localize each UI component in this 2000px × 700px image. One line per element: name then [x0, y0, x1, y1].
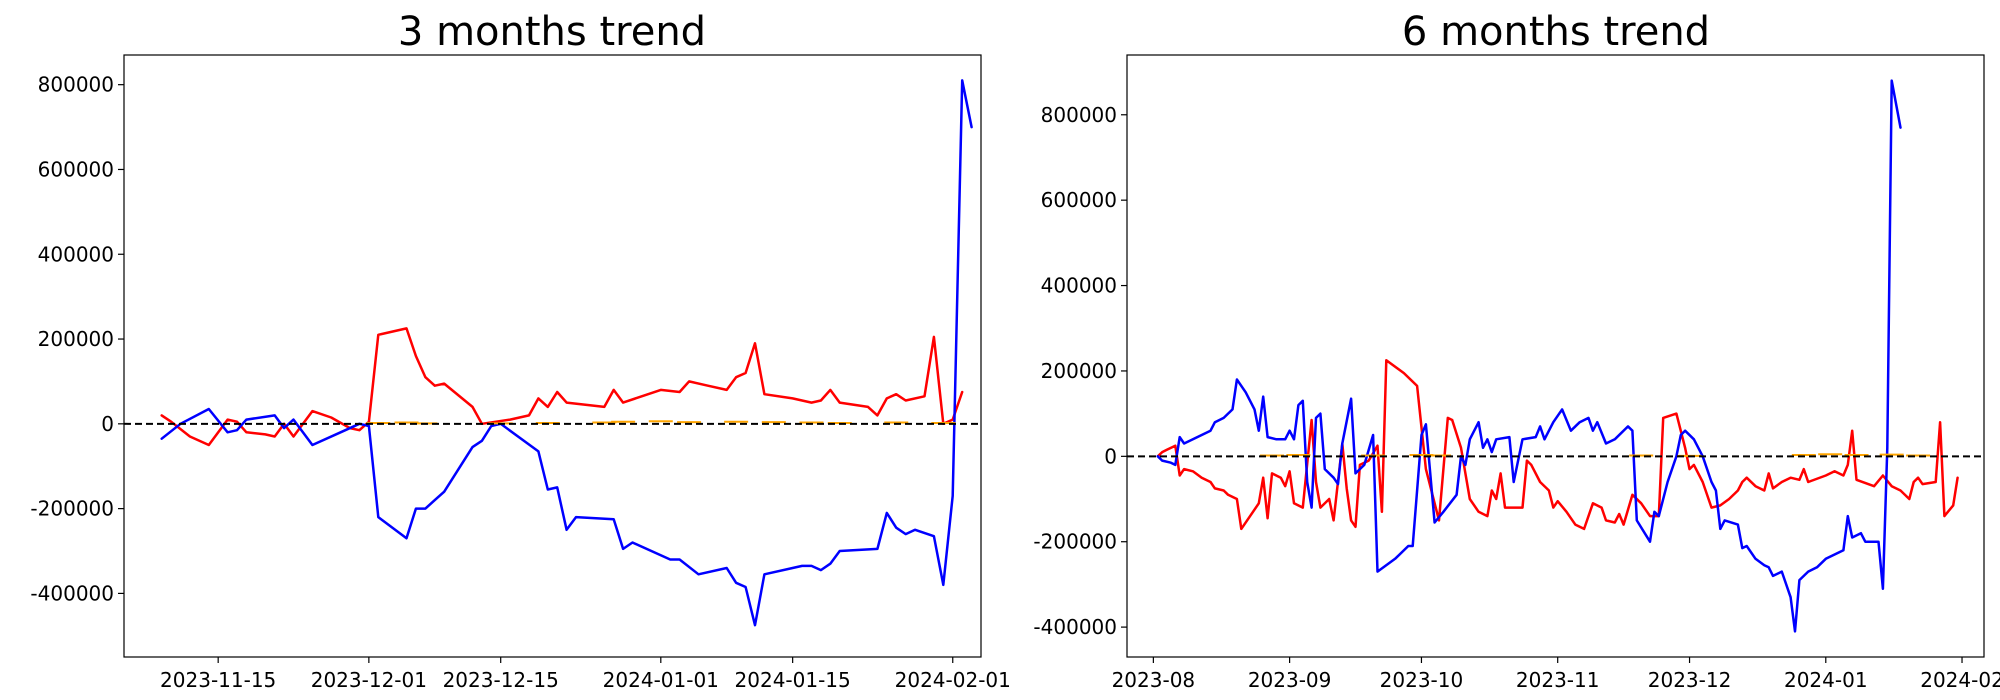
y-tick-label: 0 [101, 412, 114, 436]
plot-area-6-months: -400000 -200000 0 200000 400000 600000 800000 2… [1033, 54, 2000, 692]
x-tick-label: 2023-12-01 [311, 668, 427, 692]
series-blue-line [1156, 79, 1902, 633]
y-tick-label: 400000 [1041, 274, 1117, 298]
x-tick-label: 2023-08 [1112, 668, 1196, 692]
chart-panel-3-months: 3 months trend -400000 -200000 0 200000 4000… [30, 9, 1010, 692]
x-tick-label: 2024-01 [1784, 668, 1868, 692]
chart-title-3-months: 3 months trend [398, 9, 706, 55]
series-red-line [160, 327, 964, 447]
x-tick-label: 2024-02 [1920, 668, 2000, 692]
plot-frame [123, 54, 982, 658]
y-tick-label: -200000 [1033, 530, 1117, 554]
y-tick-label: -200000 [30, 497, 114, 521]
y-tick-label: 600000 [38, 157, 114, 181]
plot-area-3-months: -400000 -200000 0 200000 400000 600000 800000 2… [30, 54, 1011, 692]
chart-panel-6-months: 6 months trend -400000 -200000 0 200000 4000… [1033, 9, 2000, 692]
plot-frame [1126, 54, 1985, 658]
x-tick-label: 2024-01-01 [603, 668, 719, 692]
series-red-line [1156, 359, 1959, 531]
chart-title-6-months: 6 months trend [1402, 9, 1710, 55]
series-blue-line [160, 79, 973, 627]
x-tick-label: 2023-12-15 [443, 668, 559, 692]
x-tick-label: 2023-11-15 [160, 668, 276, 692]
y-tick-label: 200000 [1041, 359, 1117, 383]
x-tick-label: 2024-02-01 [895, 668, 1011, 692]
x-tick-label: 2023-10 [1380, 668, 1464, 692]
x-tick-label: 2023-12 [1648, 668, 1732, 692]
y-tick-label: 600000 [1041, 188, 1117, 212]
x-tick-label: 2024-01-15 [735, 668, 851, 692]
x-tick-label: 2023-11 [1516, 668, 1600, 692]
y-tick-label: 0 [1104, 444, 1117, 468]
y-tick-label: -400000 [1033, 615, 1117, 639]
y-tick-label: 200000 [38, 327, 114, 351]
y-tick-label: 800000 [1041, 103, 1117, 127]
x-tick-label: 2023-09 [1248, 668, 1332, 692]
y-tick-label: 400000 [38, 242, 114, 266]
y-tick-label: -400000 [30, 581, 114, 605]
y-tick-label: 800000 [38, 73, 114, 97]
